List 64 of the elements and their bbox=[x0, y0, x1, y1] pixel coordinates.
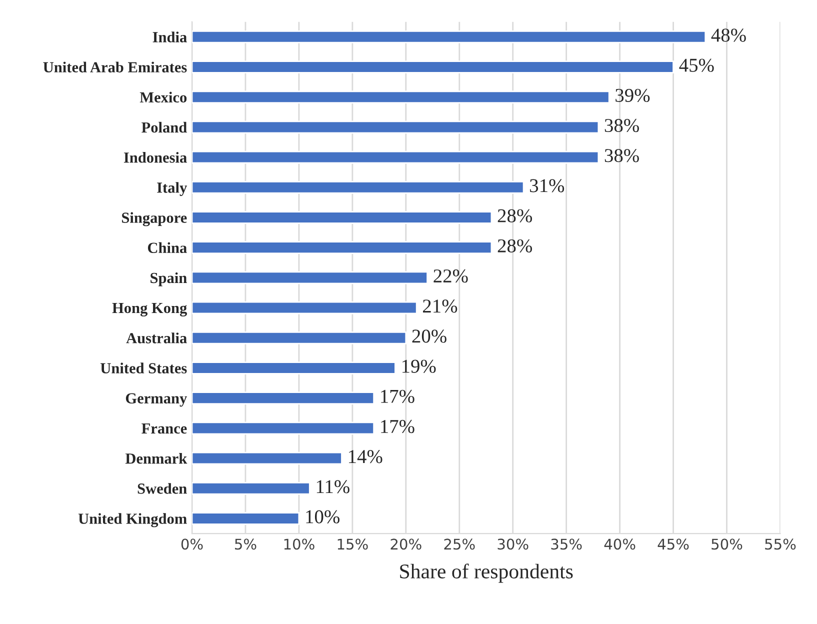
x-axis-title: Share of respondents bbox=[400, 564, 573, 583]
data-label: 17% bbox=[381, 420, 414, 434]
y-tick-label: Poland bbox=[142, 122, 187, 133]
data-label: 17% bbox=[381, 390, 414, 404]
y-tick-label: France bbox=[142, 423, 187, 434]
bar bbox=[192, 211, 492, 224]
y-tick-label: Germany bbox=[126, 393, 187, 407]
y-tick-label: Indonesia bbox=[124, 152, 187, 163]
data-label: 21% bbox=[423, 300, 458, 313]
y-tick-label: United Arab Emirates bbox=[43, 62, 187, 72]
data-label: 28% bbox=[498, 239, 532, 253]
bar bbox=[192, 180, 524, 194]
bar bbox=[192, 30, 706, 44]
x-tick-label: 0% bbox=[181, 538, 203, 550]
bar bbox=[192, 241, 492, 254]
x-tick-label: 45% bbox=[658, 538, 689, 550]
y-tick-label: China bbox=[148, 242, 187, 254]
x-tick-label: 20% bbox=[390, 538, 422, 550]
y-tick-label: Mexico bbox=[140, 92, 187, 103]
data-label: 14% bbox=[348, 450, 382, 464]
data-label: 20% bbox=[412, 330, 446, 343]
bar bbox=[192, 90, 610, 104]
x-tick-label: 40% bbox=[604, 538, 636, 550]
bar bbox=[192, 120, 600, 134]
data-label: 11% bbox=[316, 480, 350, 494]
data-label: 48% bbox=[711, 28, 746, 42]
y-tick-label: Hong Kong bbox=[112, 303, 187, 316]
y-tick-label: Spain bbox=[150, 272, 187, 286]
x-tick-label: 10% bbox=[284, 538, 314, 550]
bar bbox=[192, 452, 342, 465]
data-label: 45% bbox=[679, 58, 714, 72]
data-label: 22% bbox=[434, 269, 468, 283]
x-tick-label: 55% bbox=[765, 538, 796, 550]
y-tick-label: India bbox=[152, 32, 187, 42]
y-tick-label: Australia bbox=[126, 332, 187, 344]
x-tick-label: 35% bbox=[551, 538, 582, 550]
bar bbox=[192, 392, 375, 404]
bar bbox=[192, 362, 396, 374]
y-tick-label: United Kingdom bbox=[78, 513, 187, 528]
x-tick-label: 5% bbox=[235, 538, 256, 550]
data-label: 28% bbox=[498, 209, 532, 222]
x-tick-label: 25% bbox=[444, 538, 475, 550]
bar bbox=[192, 512, 300, 525]
data-label: 38% bbox=[604, 149, 639, 162]
data-label: 39% bbox=[616, 88, 650, 102]
data-label: 38% bbox=[604, 118, 639, 132]
y-tick-label: Denmark bbox=[125, 452, 188, 464]
bar bbox=[192, 482, 310, 495]
y-tick-label: Italy bbox=[157, 182, 187, 196]
data-label: 31% bbox=[530, 179, 564, 192]
bar bbox=[192, 60, 674, 74]
bar bbox=[192, 150, 600, 164]
x-tick-label: 50% bbox=[712, 538, 742, 550]
y-tick-label: Singapore bbox=[122, 212, 187, 226]
bar bbox=[192, 271, 428, 284]
bar bbox=[192, 301, 418, 314]
data-label: 10% bbox=[306, 510, 340, 524]
bar bbox=[192, 422, 375, 435]
bar bbox=[192, 331, 407, 344]
y-tick-label: Sweden bbox=[138, 483, 187, 494]
y-tick-label: United States bbox=[100, 362, 187, 374]
x-tick-label: 30% bbox=[498, 538, 528, 550]
data-label: 19% bbox=[402, 360, 436, 373]
x-tick-label: 15% bbox=[338, 538, 368, 550]
